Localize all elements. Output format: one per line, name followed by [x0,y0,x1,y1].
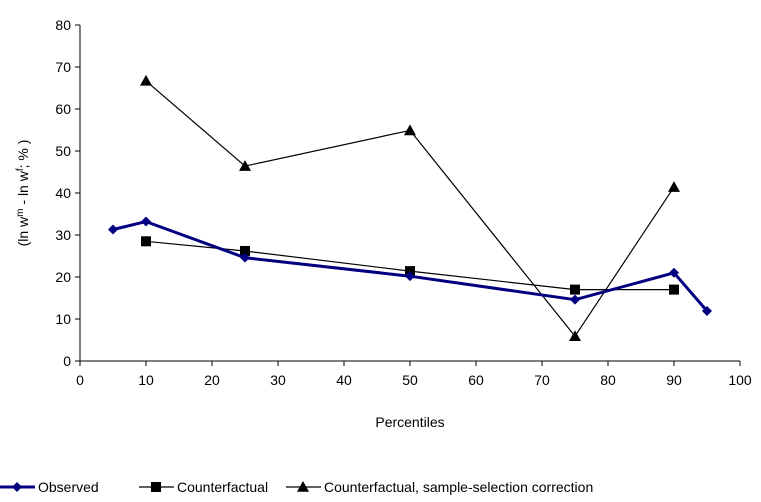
data-point [140,74,152,86]
y-tick-label: 40 [55,185,71,201]
legend-marker [297,481,309,492]
legend-item: Counterfactual [139,479,268,495]
svg-text:(ln wm - ln wf; % ): (ln wm - ln wf; % ) [15,140,32,247]
legend-label: Observed [38,479,99,495]
data-point [569,330,581,342]
data-point [405,271,415,282]
x-axis-title: Percentiles [375,414,444,430]
data-point [702,306,712,317]
legend-marker [12,482,22,492]
y-tick-label: 30 [55,227,71,243]
data-point [404,124,416,136]
y-axis-title-sup-m: m [15,209,26,217]
x-tick-label: 100 [728,372,752,388]
series-square [141,236,679,295]
x-tick-label: 10 [138,372,154,388]
data-point [668,181,680,192]
x-tick-label: 70 [534,372,550,388]
x-tick-label: 0 [76,372,84,388]
data-point [405,266,415,277]
data-point [240,252,250,263]
series-layer [108,74,712,342]
x-tick-label: 80 [600,372,616,388]
data-point [141,216,151,227]
y-axis-title-mid: - ln w [15,170,31,208]
legend-item: Observed [0,479,99,495]
series-line [145,240,674,291]
y-axis-title-suffix: ; % ) [15,140,31,169]
legend-item: Counterfactual, sample-selection correct… [286,479,593,495]
data-point [239,160,251,171]
y-tick-label: 50 [55,143,71,159]
data-point [141,236,151,247]
y-tick-label: 70 [55,59,71,75]
x-tick-label: 90 [666,372,682,388]
data-point [669,284,679,295]
legend: Observed Counterfactual Counterfactual, sa… [0,479,593,495]
y-tick-label: 60 [55,101,71,117]
x-tick-label: 50 [402,372,418,388]
series-line [145,80,675,337]
y-tick-label: 0 [63,353,71,369]
y-tick-label: 80 [55,17,71,33]
legend-label: Counterfactual, sample-selection correct… [324,479,593,495]
data-point [240,245,250,256]
y-tick-label: 10 [55,311,71,327]
y-axis-title-sup-f: f [15,168,26,171]
y-axis-title-prefix: (ln w [15,216,31,246]
legend-marker [151,482,161,492]
y-axis-title: (ln wm - ln wf; % ) [15,140,32,247]
legend-label: Counterfactual [177,479,268,495]
x-tick-label: 40 [336,372,352,388]
x-tick-label: 60 [468,372,484,388]
series-triangle [140,74,680,342]
series-diamond [108,216,712,317]
data-point [570,284,580,295]
x-tick-label: 30 [270,372,286,388]
data-point [669,267,679,278]
y-tick-label: 20 [55,269,71,285]
data-point [570,294,580,305]
x-tick-label: 20 [204,372,220,388]
axes: 0 10 20 30 40 50 60 70 80 0 10 20 30 40 50 60 70 80 90 100 [55,17,751,388]
data-point [108,224,118,235]
